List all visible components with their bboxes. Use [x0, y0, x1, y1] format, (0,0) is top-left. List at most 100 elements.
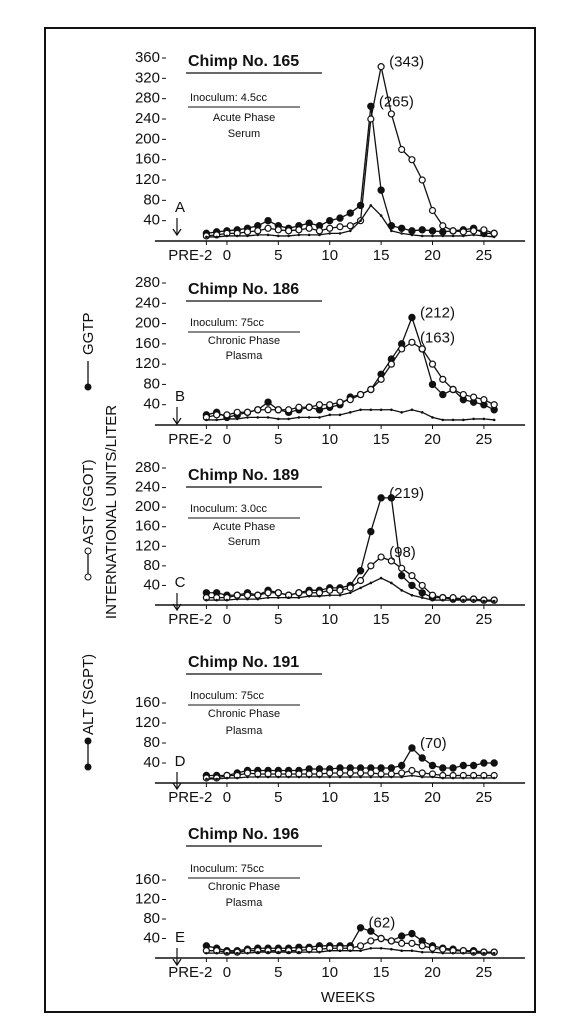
x-tick-label: 10 — [321, 789, 338, 806]
point — [387, 494, 396, 502]
point — [225, 598, 229, 602]
legend: ALT (SGPT) AST (SGOT) GGTP — [80, 312, 97, 771]
point — [264, 406, 272, 414]
point — [246, 597, 249, 601]
point — [459, 228, 467, 236]
point — [408, 581, 416, 590]
y-tick-label: 120 — [135, 171, 160, 188]
point — [338, 593, 342, 597]
y-tick-label: 40 — [143, 212, 160, 229]
point — [400, 775, 403, 779]
point — [482, 417, 486, 421]
point — [379, 775, 383, 779]
x-tick-label: PRE-2 — [168, 247, 212, 264]
point — [367, 385, 375, 394]
point — [390, 408, 393, 412]
point — [449, 385, 457, 394]
point — [356, 942, 365, 950]
point — [410, 949, 414, 952]
point — [390, 947, 393, 951]
y-tick-label: 40 — [143, 576, 160, 593]
point — [420, 775, 424, 779]
point — [307, 775, 311, 779]
point — [297, 416, 301, 419]
peak-label: (62) — [369, 915, 396, 932]
x-tick-label: 25 — [476, 431, 493, 448]
y-tick-label: 320 — [135, 69, 160, 86]
point — [470, 393, 478, 401]
y-tick-label: 120 — [135, 537, 160, 554]
point — [215, 951, 218, 955]
point — [243, 769, 252, 777]
y-tick-label: 280 — [135, 90, 160, 107]
point — [439, 390, 447, 399]
point — [420, 950, 424, 954]
point — [225, 951, 229, 955]
point — [256, 416, 260, 419]
point — [408, 939, 416, 947]
point — [390, 229, 393, 233]
point — [346, 396, 354, 404]
point — [336, 398, 344, 406]
point — [379, 946, 383, 950]
point — [408, 313, 416, 322]
point — [254, 227, 262, 235]
y-tick-label: 80 — [143, 191, 160, 208]
phase: Chronic Phase — [208, 335, 280, 347]
point — [318, 775, 321, 779]
point — [215, 418, 218, 422]
point — [369, 204, 373, 207]
point — [451, 951, 455, 955]
chart-title: Chimp No. 165 — [188, 53, 299, 70]
point — [398, 939, 406, 947]
y-tick-label: 200 — [135, 498, 160, 515]
x-tick-label: 5 — [274, 611, 282, 628]
point — [235, 951, 239, 955]
y-tick-label: 160 — [135, 518, 160, 535]
inoculation-arrow-head — [172, 603, 182, 612]
point — [254, 591, 262, 599]
point — [408, 156, 416, 164]
sample: Serum — [228, 536, 260, 548]
point — [225, 417, 229, 421]
point — [428, 761, 437, 770]
point — [348, 591, 352, 595]
point — [439, 945, 447, 953]
point — [408, 744, 416, 752]
point — [205, 598, 208, 602]
point — [367, 115, 375, 123]
point — [254, 406, 262, 414]
inoculation-arrow-head — [172, 782, 182, 791]
y-tick-label: 120 — [135, 890, 160, 907]
point — [295, 589, 303, 597]
point — [348, 229, 352, 233]
point — [328, 232, 332, 235]
point — [348, 775, 352, 779]
panel-letter: B — [175, 388, 185, 405]
point — [387, 110, 395, 118]
legend-label: ALT (SGPT) — [80, 654, 97, 735]
point — [277, 417, 280, 421]
y-tick-label: 160 — [135, 151, 160, 168]
point — [441, 598, 445, 602]
point — [348, 949, 352, 952]
point — [307, 233, 311, 237]
point — [418, 589, 426, 597]
point — [397, 761, 406, 770]
point — [462, 234, 465, 238]
point — [480, 759, 488, 767]
point — [305, 403, 313, 411]
point — [418, 176, 426, 184]
x-tick-label: 5 — [274, 964, 282, 981]
point — [428, 360, 437, 368]
point — [387, 937, 395, 945]
point — [459, 390, 467, 399]
point — [243, 228, 252, 236]
x-tick-label: 0 — [223, 611, 231, 628]
point — [400, 589, 403, 592]
y-tick-label: 360 — [135, 49, 160, 66]
y-tick-label: 200 — [135, 315, 160, 332]
point — [328, 593, 332, 597]
x-tick-label: 10 — [321, 431, 338, 448]
